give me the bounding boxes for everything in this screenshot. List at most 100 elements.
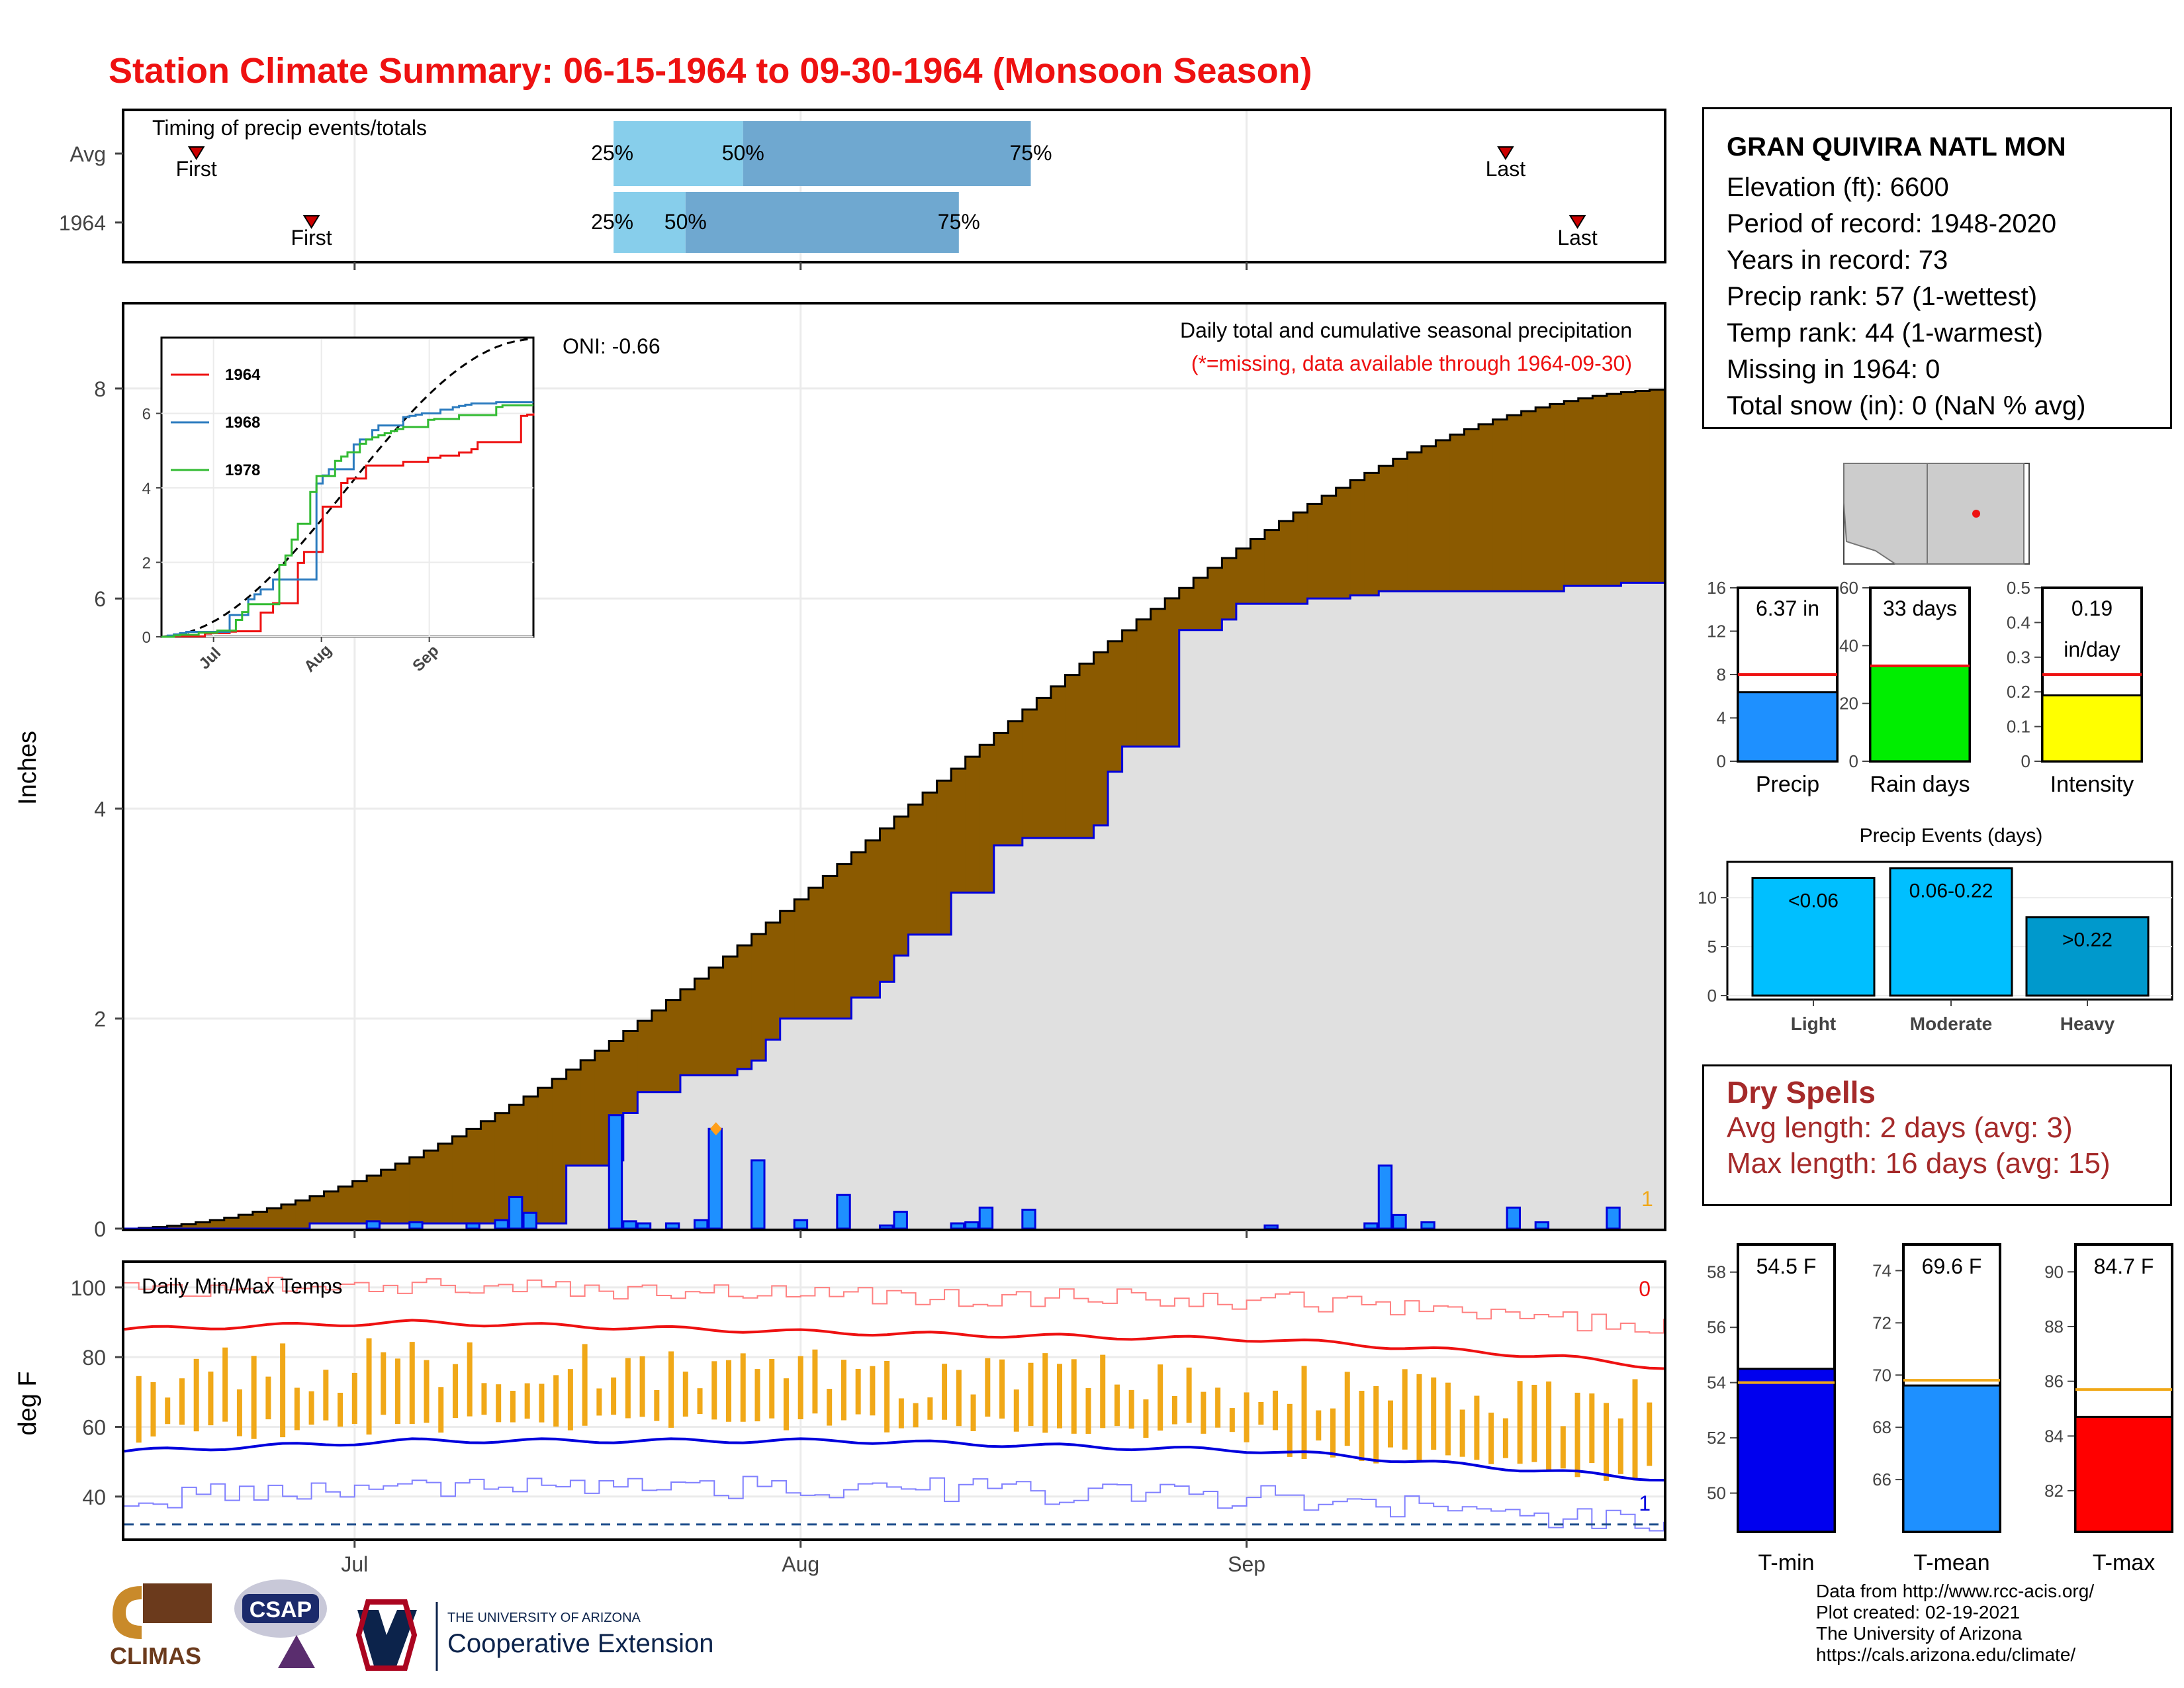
- precip-panel: 0 2 4 6 8 Daily total and cumulative seasonal…: [14, 302, 1666, 1241]
- precip-deficit-area: [808, 888, 823, 1019]
- timing-q50-label: 50%: [664, 210, 707, 234]
- temp-daily-bar: [1244, 1392, 1250, 1442]
- temp-daily-bar: [1056, 1364, 1062, 1429]
- temp-summary-ytick-label: 56: [1707, 1317, 1726, 1337]
- temp-ytick-label: 80: [82, 1346, 106, 1370]
- summary-ytick-label: 0.2: [2007, 682, 2030, 702]
- precip-deficit-area: [1008, 721, 1023, 845]
- page-title: Station Climate Summary: 06-15-1964 to 0…: [109, 51, 1312, 91]
- temp-xtick-label: Aug: [782, 1552, 819, 1576]
- precip-deficit-area: [1222, 558, 1237, 620]
- precip-oni: ONI: -0.66: [563, 334, 660, 358]
- precip-deficit-area: [894, 816, 909, 956]
- temp-daily-bar: [1171, 1395, 1177, 1425]
- precip-deficit-area: [666, 1000, 681, 1092]
- temp-daily-bar: [827, 1389, 833, 1426]
- temp-daily-bar: [351, 1372, 357, 1425]
- temp-daily-bar: [236, 1389, 242, 1436]
- temp-daily-bar: [1531, 1384, 1537, 1462]
- temp-daily-bar: [726, 1360, 732, 1422]
- precip-ytick-label: 0: [94, 1217, 106, 1241]
- summary-ytick-label: 40: [1839, 635, 1858, 655]
- precip-observed-area: [124, 583, 1664, 1229]
- temp-daily-bar: [711, 1361, 717, 1420]
- precip-deficit-area: [1549, 404, 1565, 592]
- temp-daily-bar: [467, 1342, 473, 1417]
- temp-daily-bar: [1186, 1367, 1192, 1423]
- summary-category-label: Intensity: [2050, 772, 2134, 797]
- temp-daily-bar: [1402, 1369, 1408, 1450]
- summary-ytick-label: 0.5: [2007, 578, 2030, 598]
- temp-xtick-label: Sep: [1228, 1552, 1265, 1576]
- precip-deficit-area: [338, 1186, 353, 1224]
- temp-summary-bar: [1737, 1368, 1836, 1533]
- temp-daily-bar: [812, 1349, 818, 1414]
- precip-ytick-label: 4: [94, 797, 106, 821]
- temp-summary-category-label: T-mean: [1913, 1550, 1989, 1575]
- events-category-label: Light: [1791, 1013, 1836, 1034]
- station-years: Years in record: 73: [1727, 246, 1948, 275]
- precip-deficit-area: [1179, 588, 1194, 630]
- precip-deficit-area: [195, 1222, 210, 1229]
- dry-spells-avg: Avg length: 2 days (avg: 3): [1727, 1111, 2073, 1144]
- temp-title: Daily Min/Max Temps: [142, 1274, 342, 1298]
- temp-daily-bar: [294, 1387, 300, 1430]
- precip-subtitle: (*=missing, data available through 1964-…: [1191, 352, 1632, 375]
- temp-daily-bar: [1028, 1362, 1034, 1427]
- temp-daily-bar: [1229, 1408, 1235, 1432]
- precip-deficit-area: [766, 922, 781, 1040]
- temp-daily-bar: [1604, 1403, 1610, 1481]
- temp-daily-bar: [1617, 1418, 1623, 1474]
- temp-daily-bar: [323, 1370, 329, 1421]
- precip-deficit-area: [281, 1204, 296, 1229]
- precip-deficit-area: [1293, 512, 1308, 604]
- temp-summary-bar: [2074, 1415, 2173, 1533]
- temp-count-bottom: 1: [1639, 1491, 1651, 1515]
- csap-logo-mountain: [278, 1635, 315, 1668]
- summary-bar: [2041, 694, 2143, 763]
- credit-url: https://cals.arizona.edu/climate/: [1816, 1644, 2076, 1665]
- timing-first-marker: [302, 215, 320, 229]
- dry-spells-box: Dry Spells Avg length: 2 days (avg: 3) M…: [1702, 1064, 2172, 1206]
- precip-deficit-area: [409, 1157, 424, 1224]
- precip-deficit-area: [1407, 452, 1422, 592]
- timing-row-label: 1964: [59, 211, 106, 235]
- summary-rain-days: 0 20 40 60 33 days Rain days: [1839, 578, 1971, 797]
- temp-daily-bar: [510, 1390, 516, 1423]
- temp-daily-bar: [783, 1378, 789, 1430]
- events-bar: [1751, 877, 1876, 997]
- temp-daily-bar: [639, 1356, 645, 1417]
- temp-summary-ytick-label: 90: [2044, 1262, 2064, 1282]
- precip-deficit-area: [737, 945, 752, 1069]
- temp-avg-max-line: [124, 1319, 1664, 1370]
- station-elevation: Elevation (ft): 6600: [1727, 173, 1949, 202]
- temp-daily-bar: [855, 1368, 861, 1415]
- precip-1964-line: [124, 581, 1664, 1230]
- precip-corner-count: 1: [1641, 1187, 1653, 1211]
- precip-deficit-area: [1521, 411, 1536, 592]
- temp-daily-bar: [1517, 1381, 1523, 1464]
- temp-summary-ytick-label: 50: [1707, 1483, 1726, 1503]
- precip-daily-bar: [494, 1219, 509, 1230]
- dry-spells-heading: Dry Spells: [1727, 1075, 1876, 1109]
- temp-daily-bar: [985, 1358, 991, 1417]
- precip-deficit-area: [908, 804, 923, 935]
- precip-daily-bar: [1363, 1222, 1379, 1230]
- temp-daily-bar: [1301, 1366, 1307, 1460]
- station-snow: Total snow (in): 0 (NaN % avg): [1727, 391, 2086, 420]
- temp-daily-bar: [682, 1372, 688, 1417]
- temp-daily-bar: [1373, 1385, 1379, 1464]
- precip-deficit-area: [452, 1136, 467, 1224]
- temp-daily-bar: [1632, 1379, 1638, 1481]
- temp-summary-ytick-label: 72: [1872, 1313, 1891, 1333]
- precip-ytick-label: 6: [94, 587, 106, 611]
- events-title: Precip Events (days): [1860, 825, 2043, 847]
- inset-series-line: [161, 404, 533, 638]
- inset-legend-label: 1964: [225, 366, 261, 384]
- precip-deficit-area: [780, 911, 795, 1019]
- precip-deficit-area: [1336, 488, 1351, 599]
- temp-daily-bar: [308, 1391, 314, 1425]
- precip-ylabel: Inches: [14, 731, 42, 805]
- temp-daily-bar: [942, 1364, 948, 1420]
- events-ytick-label: 5: [1707, 937, 1717, 957]
